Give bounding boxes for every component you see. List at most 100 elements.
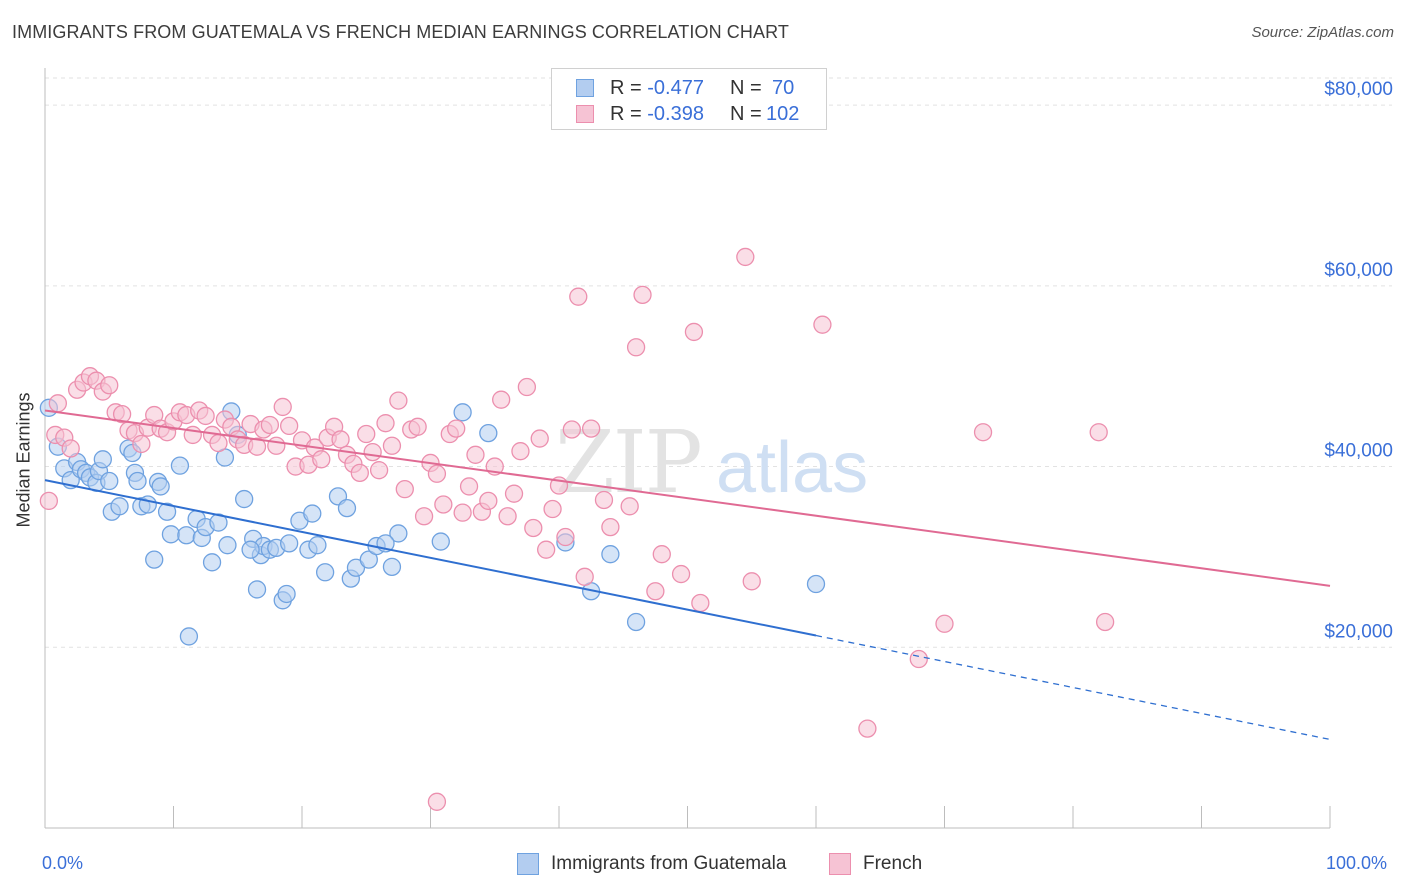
french-point: [363, 442, 382, 462]
guatemala-point: [279, 534, 299, 553]
french-point: [267, 436, 286, 455]
french-point: [620, 497, 639, 516]
legend-n-label: N =: [730, 77, 762, 99]
legend-n-value: 102: [766, 103, 800, 125]
legend-r-value: -0.477: [647, 77, 704, 99]
french-point: [498, 507, 517, 526]
french-point: [601, 517, 620, 537]
french-point: [492, 390, 511, 409]
french-point: [453, 503, 472, 522]
french-point: [447, 419, 466, 438]
guatemala-point: [110, 497, 129, 516]
french-point: [427, 792, 447, 811]
french-point: [357, 424, 376, 444]
legend-swatch-french: [576, 105, 594, 123]
x-tick-label-max: 100.0%: [1326, 853, 1388, 873]
guatemala-point: [359, 550, 378, 569]
french-point: [209, 433, 228, 453]
y-tick-label: $60,000: [1324, 260, 1393, 281]
french-point: [260, 415, 280, 435]
bottom-legend-swatch-french: [829, 853, 851, 875]
guatemala-point: [138, 495, 157, 514]
y-tick-labels: $20,000 $40,000 $60,000 $80,000: [1324, 79, 1393, 642]
french-point: [376, 414, 395, 433]
guatemala-point: [241, 540, 260, 559]
french-point: [935, 614, 954, 633]
french-point: [511, 442, 530, 461]
guatemala-point: [453, 403, 472, 422]
french-point: [646, 582, 665, 601]
french-point: [382, 436, 402, 455]
y-axis-title: Median Earnings: [13, 392, 34, 528]
french-point: [626, 338, 646, 357]
french-point: [312, 450, 331, 469]
french-point: [742, 572, 761, 591]
guatemala-point: [337, 498, 357, 518]
french-point: [858, 719, 877, 738]
legend-swatch-guatemala: [576, 79, 594, 97]
guatemala-point: [601, 545, 620, 564]
guatemala-point: [389, 524, 408, 543]
series-guatemala-points: [39, 398, 826, 646]
french-point: [466, 445, 485, 464]
y-tick-label: $80,000: [1324, 79, 1393, 100]
series-french-points: [39, 247, 1115, 811]
french-point: [434, 495, 453, 514]
french-point: [395, 479, 414, 499]
french-point: [196, 406, 215, 426]
guatemala-point: [626, 612, 646, 632]
guatemala-point: [202, 553, 222, 572]
french-point: [1095, 612, 1115, 632]
french-point: [132, 434, 151, 454]
french-point: [633, 285, 652, 305]
french-point: [504, 484, 524, 503]
guatemala-point: [179, 627, 199, 646]
french-point: [247, 437, 267, 456]
french-point: [973, 423, 993, 442]
guatemala-point: [157, 502, 177, 521]
french-point: [331, 430, 350, 449]
grid: [45, 77, 1392, 648]
guatemala-point: [303, 504, 322, 523]
french-point: [112, 404, 132, 424]
y-tick-label: $40,000: [1324, 441, 1393, 462]
french-point: [479, 491, 498, 511]
guatemala-point: [346, 558, 366, 577]
french-point: [569, 287, 588, 306]
guatemala-point: [277, 584, 296, 604]
bottom-legend-swatch-guatemala: [517, 853, 539, 875]
guatemala-point: [145, 550, 164, 569]
guatemala-point: [315, 563, 335, 582]
legend-r-label: R =: [610, 77, 648, 99]
guatemala-point: [247, 580, 267, 599]
french-point: [369, 461, 389, 480]
french-point: [273, 397, 292, 417]
french-point: [279, 416, 299, 436]
watermark-atlas: atlas: [716, 428, 868, 508]
guatemala-point: [806, 574, 826, 594]
guatemala-point: [93, 450, 112, 469]
x-tick-label-min: 0.0%: [42, 853, 84, 873]
french-point: [537, 540, 556, 559]
legend-n-value: 70: [772, 77, 795, 99]
guatemala-point: [170, 456, 190, 475]
french-point: [414, 507, 434, 526]
correlation-legend: R = -0.477 N = 70 R = -0.398 N = 102: [551, 68, 827, 130]
guatemala-point: [235, 489, 254, 509]
guatemala-point: [151, 477, 170, 496]
french-point: [1089, 423, 1108, 442]
french-point: [350, 463, 369, 483]
bottom-legend-label-french: French: [863, 853, 923, 874]
guatemala-point: [308, 536, 327, 555]
axes: [44, 68, 1331, 829]
french-point: [39, 491, 59, 511]
french-point: [594, 490, 614, 510]
guatemala-point: [177, 526, 196, 545]
french-point: [100, 376, 119, 395]
french-point: [684, 322, 704, 342]
french-point: [671, 564, 691, 584]
french-trend-line: [44, 409, 1331, 587]
french-point: [543, 499, 562, 519]
bottom-legend-label-guatemala: Immigrants from Guatemala: [551, 853, 787, 874]
